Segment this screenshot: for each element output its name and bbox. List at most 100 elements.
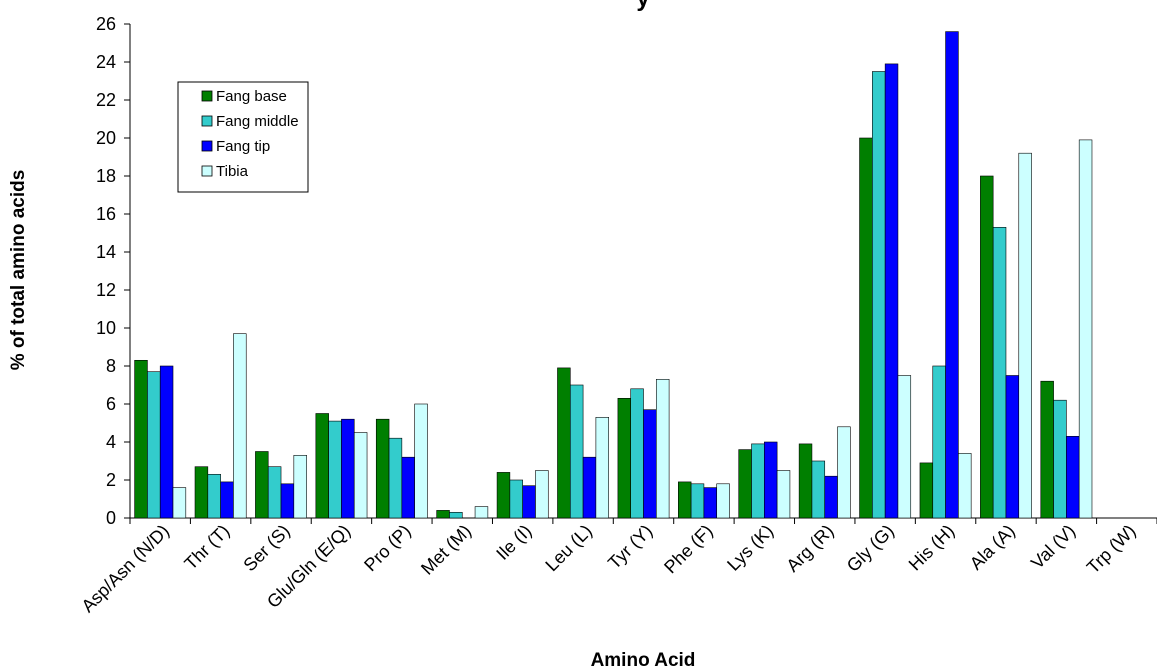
bar-tibia xyxy=(474,506,489,519)
bar-fang-tip xyxy=(1005,375,1020,519)
y-tick-label: 26 xyxy=(96,14,116,34)
bar-fang-tip xyxy=(703,487,718,519)
bar-fang-middle xyxy=(751,443,765,519)
bar-tibia xyxy=(837,426,851,519)
bar-fang-tip xyxy=(1066,435,1080,519)
bar-fang-middle xyxy=(449,511,463,519)
bar-tibia xyxy=(595,416,609,519)
bar-tibia xyxy=(414,403,428,519)
bar-tibia xyxy=(1018,152,1032,519)
bar-fang-base xyxy=(678,481,692,519)
bar-fang-base xyxy=(738,449,752,519)
bar-tibia xyxy=(716,483,730,519)
bar-tibia xyxy=(293,454,307,519)
bar-fang-tip xyxy=(582,456,597,519)
y-tick-label: 12 xyxy=(96,280,116,300)
bar-tibia xyxy=(776,470,791,519)
x-tick-label: Ser (S) xyxy=(239,521,293,575)
x-tick-label: Arg (R) xyxy=(782,521,837,576)
bar-fang-base xyxy=(315,413,329,519)
bar-fang-base xyxy=(557,367,571,519)
bar-tibia xyxy=(353,432,368,519)
y-tick-label: 16 xyxy=(96,204,116,224)
bar-fang-middle xyxy=(569,384,584,519)
y-tick-label: 0 xyxy=(106,508,116,528)
bar-fang-base xyxy=(980,175,994,519)
bar-tibia xyxy=(958,453,972,519)
x-tick-label: Lys (K) xyxy=(723,521,777,575)
bar-fang-base xyxy=(859,137,873,519)
x-tick-label: Trp (W) xyxy=(1083,521,1140,578)
bar-fang-middle xyxy=(630,388,644,519)
legend-box xyxy=(177,81,309,193)
bar-fang-base xyxy=(798,443,813,519)
legend-swatch xyxy=(201,115,213,127)
bar-fang-middle xyxy=(690,483,705,519)
chart-title: y xyxy=(636,0,650,12)
bar-fang-middle xyxy=(932,365,946,519)
x-axis-title: Amino Acid xyxy=(591,650,696,670)
bar-fang-middle xyxy=(388,437,403,519)
bar-fang-base xyxy=(496,472,511,519)
bar-fang-base xyxy=(375,418,390,519)
bar-fang-tip xyxy=(220,481,234,519)
x-tick-label: Met (M) xyxy=(417,521,475,579)
x-tick-label: Ile (I) xyxy=(492,521,535,564)
bar-tibia xyxy=(172,487,187,519)
legend: Fang base Fang middle Fang tip Tibia xyxy=(177,81,309,193)
bar-fang-base xyxy=(1040,380,1054,519)
x-tick-label: His (H) xyxy=(905,521,959,575)
bar-fang-tip xyxy=(824,475,838,519)
bar-fang-middle xyxy=(267,466,282,519)
bar-fang-base xyxy=(134,359,148,519)
legend-swatch xyxy=(201,90,213,102)
bar-tibia xyxy=(655,378,670,519)
y-tick-label: 18 xyxy=(96,166,116,186)
y-tick-label: 2 xyxy=(106,470,116,490)
bar-fang-base xyxy=(436,510,450,519)
x-tick-label: Tyr (Y) xyxy=(604,521,656,573)
x-tick-label: Phe (F) xyxy=(660,521,717,578)
x-tick-label: Ala (A) xyxy=(966,521,1019,574)
bar-fang-tip xyxy=(945,31,959,519)
bar-fang-base xyxy=(617,397,632,519)
y-axis-title: % of total amino acids xyxy=(8,170,29,371)
x-tick-label: Thr (T) xyxy=(180,521,233,574)
legend-label: Tibia xyxy=(216,163,249,180)
y-tick-label: 14 xyxy=(96,242,116,262)
legend-label: Fang tip xyxy=(216,138,270,155)
bar-fang-tip xyxy=(401,456,415,519)
y-tick-label: 24 xyxy=(96,52,116,72)
bar-fang-base xyxy=(255,451,269,519)
bar-fang-tip xyxy=(764,441,778,519)
bar-tibia xyxy=(535,470,549,519)
bar-fang-tip xyxy=(643,409,657,519)
legend-label: Fang base xyxy=(216,88,287,105)
bar-tibia xyxy=(1078,139,1093,519)
bar-fang-base xyxy=(194,466,209,519)
x-tick-label: Pro (P) xyxy=(360,521,414,575)
y-tick-label: 6 xyxy=(106,394,116,414)
bar-fang-tip xyxy=(884,63,899,519)
bar-fang-middle xyxy=(1053,399,1067,519)
x-tick-label: Leu (L) xyxy=(541,521,595,575)
x-tick-label: Val (V) xyxy=(1027,521,1079,573)
bar-fang-middle xyxy=(147,371,161,519)
bar-fang-base xyxy=(919,462,934,519)
bar-fang-middle xyxy=(509,479,523,519)
bar-fang-middle xyxy=(811,460,826,519)
bar-tibia xyxy=(897,375,912,519)
bar-fang-middle xyxy=(328,420,342,519)
y-tick-label: 22 xyxy=(96,90,116,110)
bar-fang-tip xyxy=(280,483,295,519)
bar-fang-middle xyxy=(207,473,221,519)
bar-fang-middle xyxy=(872,71,886,519)
bar-fang-tip xyxy=(341,418,355,519)
bar-fang-tip xyxy=(522,485,536,519)
x-tick-label: Gly (G) xyxy=(843,521,898,576)
legend-label: Fang middle xyxy=(216,113,299,130)
y-tick-label: 20 xyxy=(96,128,116,148)
bar-fang-tip xyxy=(159,365,174,519)
y-tick-label: 8 xyxy=(106,356,116,376)
